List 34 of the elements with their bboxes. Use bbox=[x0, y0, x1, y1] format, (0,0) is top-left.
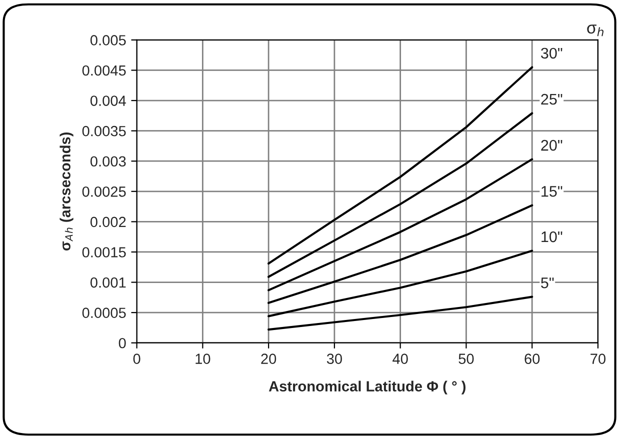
x-tick-label: 30 bbox=[326, 354, 342, 364]
y-tick-label: 0.001 bbox=[90, 277, 126, 288]
x-tick-label: 0 bbox=[133, 354, 140, 364]
series-label: 15" bbox=[542, 186, 562, 197]
x-tick-label: 40 bbox=[392, 354, 408, 364]
line-series bbox=[268, 66, 534, 265]
x-tick-label: 50 bbox=[458, 354, 474, 364]
series-label: 25" bbox=[541, 94, 562, 105]
y-tick-label: 0.0005 bbox=[82, 308, 126, 318]
y-tick-label: 0.005 bbox=[90, 35, 126, 46]
y-tick-label: 0 bbox=[118, 338, 126, 348]
line-series bbox=[268, 112, 534, 278]
y-tick-label: 0.002 bbox=[90, 216, 126, 228]
x-axis-title: Astronomical Latitude Φ ( ° ) bbox=[268, 380, 466, 394]
y-tick-label: 0.0035 bbox=[82, 126, 126, 136]
series-label: 10" bbox=[542, 231, 562, 242]
series-label: 30" bbox=[540, 48, 562, 59]
text: σ$_{h}$ bbox=[587, 24, 604, 36]
line-series bbox=[268, 250, 534, 318]
x-tick-label: 10 bbox=[196, 354, 210, 364]
y-tick-label: 0.004 bbox=[90, 96, 126, 106]
y-tick-label: 0.0025 bbox=[82, 186, 126, 197]
y-axis-title: σ$_{Ah}$ (arcseconds) bbox=[60, 132, 74, 251]
line-series bbox=[268, 158, 534, 292]
series-label: 20" bbox=[541, 140, 562, 151]
x-tick-label: 70 bbox=[590, 354, 606, 364]
series-label: 5" bbox=[541, 278, 554, 288]
y-tick-label: 0.0015 bbox=[82, 247, 126, 258]
y-tick-label: 0.0045 bbox=[82, 65, 126, 76]
y-tick-label: 0.003 bbox=[90, 156, 126, 167]
line-series bbox=[268, 296, 534, 331]
x-tick-label: 60 bbox=[524, 354, 540, 364]
line-series bbox=[268, 204, 534, 304]
x-tick-label: 20 bbox=[261, 354, 276, 364]
